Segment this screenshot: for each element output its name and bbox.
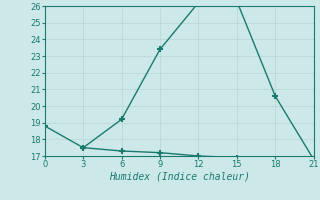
X-axis label: Humidex (Indice chaleur): Humidex (Indice chaleur) — [109, 172, 250, 182]
